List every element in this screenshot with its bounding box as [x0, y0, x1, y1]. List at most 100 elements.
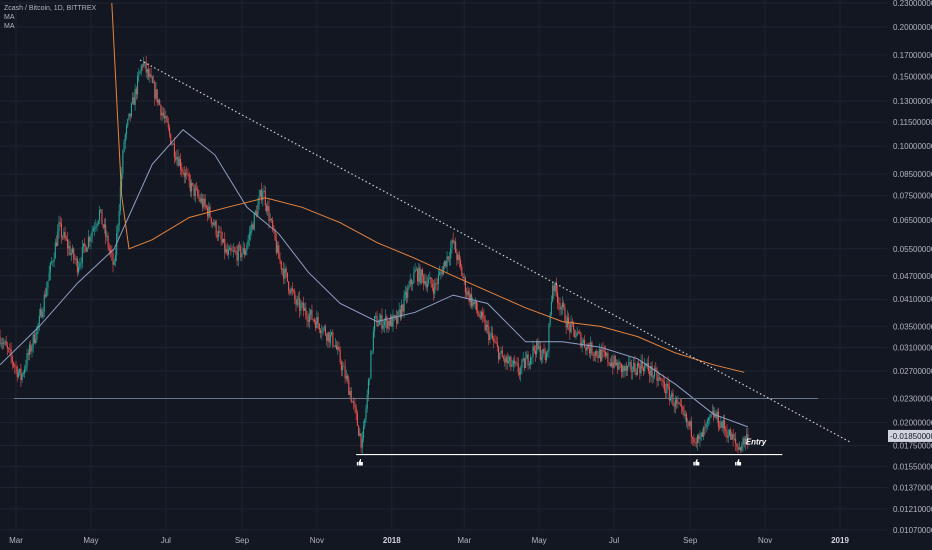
- candle-body: [740, 447, 741, 450]
- candle-body: [731, 434, 732, 440]
- candle-body: [308, 320, 309, 321]
- candle-body: [735, 439, 736, 444]
- candle-body: [324, 327, 325, 328]
- candle-body: [545, 354, 546, 360]
- candle-body: [692, 437, 693, 438]
- candle-body: [109, 248, 110, 250]
- ma-legend-fast[interactable]: MA: [4, 13, 96, 22]
- candle-body: [455, 242, 456, 253]
- candle-body: [526, 354, 527, 358]
- candle-body: [321, 332, 322, 333]
- time-tick-label: Sep: [235, 536, 250, 545]
- candle-body: [143, 63, 144, 66]
- candle-body: [548, 324, 549, 351]
- price-tick-label: 0.01370000: [893, 484, 932, 493]
- candle-body: [47, 281, 48, 289]
- candle-body: [375, 316, 376, 317]
- candle-body: [668, 384, 669, 387]
- candle-body: [461, 267, 462, 276]
- candle-body: [127, 119, 128, 125]
- candle-body: [454, 242, 455, 243]
- candle-body: [672, 393, 673, 405]
- candle-body: [352, 402, 353, 403]
- candle-body: [105, 225, 106, 237]
- candle-body: [501, 351, 502, 353]
- candle-body: [45, 295, 46, 297]
- candle-body: [182, 171, 183, 173]
- candle-body: [423, 276, 424, 284]
- candle-body: [472, 301, 473, 306]
- candle-body: [448, 256, 449, 259]
- candle-body: [594, 355, 595, 356]
- candle-body: [72, 248, 73, 252]
- candle-body: [578, 332, 579, 333]
- candle-body: [704, 427, 705, 428]
- candle-body: [94, 228, 95, 229]
- candle-body: [496, 342, 497, 343]
- entry-annotation: Entry: [746, 438, 767, 447]
- candle-body: [259, 196, 260, 203]
- candle-body: [255, 211, 256, 213]
- candle-body: [440, 272, 441, 273]
- candle-body: [203, 199, 204, 208]
- candle-body: [238, 246, 239, 261]
- candle-body: [169, 127, 170, 134]
- time-tick-label: Nov: [310, 536, 324, 545]
- candle-body: [405, 292, 406, 295]
- candle-body: [622, 366, 623, 372]
- candle-body: [152, 77, 153, 83]
- candle-body: [302, 303, 303, 305]
- candle-body: [101, 209, 102, 224]
- candle-body: [589, 348, 590, 353]
- candle-body: [512, 365, 513, 366]
- candle-body: [12, 357, 13, 363]
- candle-body: [266, 205, 267, 211]
- ma-legend-slow[interactable]: MA: [4, 22, 96, 31]
- candle-body: [92, 231, 93, 237]
- candle-body: [483, 316, 484, 319]
- candle-body: [428, 279, 429, 283]
- symbol-title[interactable]: Zcash / Bitcoin, 1D, BITTREX: [4, 4, 96, 13]
- candle-body: [725, 429, 726, 431]
- candle-body: [612, 362, 613, 368]
- candle-body: [162, 113, 163, 116]
- candle-body: [52, 262, 53, 263]
- candle-body: [315, 321, 316, 328]
- candle-body: [340, 350, 341, 362]
- candle-body: [437, 284, 438, 285]
- candle-body: [120, 187, 121, 211]
- candle-body: [9, 349, 10, 350]
- candle-body: [729, 430, 730, 436]
- candle-body: [688, 421, 689, 426]
- candle-body: [485, 319, 486, 330]
- candle-body: [356, 407, 357, 413]
- candle-body: [361, 433, 362, 447]
- candle-body: [590, 342, 591, 353]
- candle-body: [31, 347, 32, 352]
- candle-body: [514, 361, 515, 363]
- candle-body: [381, 315, 382, 329]
- candle-body: [34, 334, 35, 343]
- price-tick-label: 0.08500000: [893, 170, 932, 179]
- candle-body: [416, 270, 417, 271]
- candle-body: [476, 301, 477, 310]
- candle-body: [507, 357, 508, 363]
- candle-body: [474, 301, 475, 304]
- candle-body: [88, 237, 89, 248]
- candle-body: [724, 420, 725, 429]
- candle-body: [22, 374, 23, 380]
- candle-body: [69, 246, 70, 255]
- candle-body: [353, 402, 354, 404]
- candle-body: [245, 251, 246, 255]
- candle-body: [411, 279, 412, 284]
- price-tick-label: 0.01070000: [893, 526, 932, 535]
- candle-body: [723, 420, 724, 427]
- candle-body: [702, 432, 703, 436]
- candle-body: [575, 336, 576, 337]
- candle-body: [605, 352, 606, 356]
- candle-body: [399, 309, 400, 311]
- candle-body: [627, 366, 628, 371]
- candle-body: [639, 366, 640, 373]
- candle-body: [464, 278, 465, 279]
